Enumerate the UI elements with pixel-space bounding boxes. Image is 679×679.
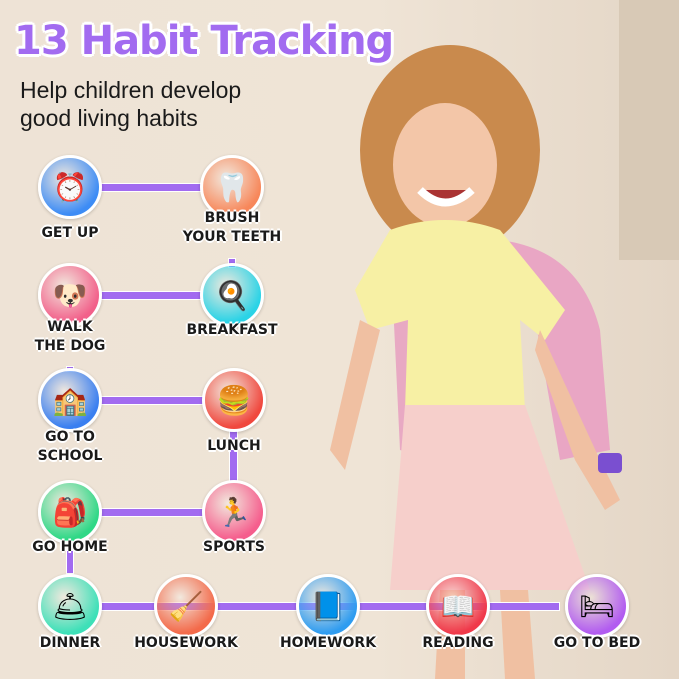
habit-sports-icon-circle: 🏃 (202, 480, 266, 544)
habit-label-line: WALK (47, 319, 93, 335)
subtitle-line: good living habits (20, 105, 198, 131)
habit-label-line: BREAKFAST (186, 322, 278, 338)
habit-get-up-icon-circle: ⏰ (38, 155, 102, 219)
girl-photo (330, 45, 622, 679)
habit-label-line: HOUSEWORK (134, 635, 238, 651)
notebook-icon: 📘 (310, 589, 346, 623)
page-title: 13 Habit Tracking (14, 18, 394, 64)
burger-icon: 🍔 (216, 383, 252, 417)
subtitle: Help children develop good living habits (20, 76, 241, 132)
habit-dinner-icon-circle: 🛎 (38, 574, 102, 638)
habit-label: HOMEWORK (280, 634, 376, 653)
habit-housework-icon-circle: 🧹 (154, 574, 218, 638)
habit-label-line: GET UP (41, 225, 99, 241)
habit-label-line: SPORTS (202, 539, 266, 555)
habit-label: BRUSH YOUR TEETH (183, 209, 282, 247)
habit-label: DINNER (40, 634, 101, 653)
habit-reading-icon-circle: 📖 (426, 574, 490, 638)
habit-label-line: READING (422, 635, 494, 651)
habit-label: GO HOME (32, 538, 107, 557)
habit-label-line: HOMEWORK (279, 635, 377, 651)
habit-label-line: YOUR TEETH (182, 229, 282, 245)
connector (100, 508, 204, 517)
habit-label: GET UP (41, 224, 98, 243)
connector (100, 291, 204, 300)
subtitle-line: Help children develop (20, 77, 242, 103)
habit-homework-icon-circle: 📘 (296, 574, 360, 638)
cloche-icon: 🛎 (52, 589, 88, 623)
school-icon: 🏫 (52, 383, 88, 417)
habit-label-line: THE DOG (34, 338, 106, 354)
habit-label-line: LUNCH (207, 438, 261, 454)
habit-label: SPORTS (203, 538, 265, 557)
habit-label-line: DINNER (39, 635, 101, 651)
habit-label: GO TO SCHOOL (38, 428, 103, 466)
broom-icon: 🧹 (168, 589, 204, 623)
book-icon: 📖 (440, 589, 476, 623)
habit-breakfast-icon-circle: 🍳 (200, 263, 264, 327)
tooth-icon: 🦷 (214, 170, 250, 204)
habit-label-line: GO HOME (32, 539, 108, 555)
habit-label: READING (422, 634, 493, 653)
habit-brush-icon-circle: 🦷 (200, 155, 264, 219)
habit-go-to-icon-circle: 🏫 (38, 368, 102, 432)
background-wall (619, 0, 679, 260)
habit-label: GO TO BED (554, 634, 640, 653)
habit-label: BREAKFAST (186, 321, 277, 340)
habit-label-line: GO TO (45, 429, 95, 445)
habit-go-to-bed-icon-circle: 🛏 (565, 574, 629, 638)
habit-lunch-icon-circle: 🍔 (202, 368, 266, 432)
habit-label-line: BRUSH (204, 210, 260, 226)
habit-walk-icon-circle: 🐶 (38, 263, 102, 327)
backpack-icon: 🎒 (52, 495, 88, 529)
connector (66, 544, 74, 574)
habit-label: WALK THE DOG (35, 318, 106, 356)
alarm-clock-icon: ⏰ (52, 170, 88, 204)
habit-label: HOUSEWORK (134, 634, 238, 653)
toast-icon: 🍳 (214, 278, 250, 312)
bed-icon: 🛏 (579, 589, 615, 623)
dog-icon: 🐶 (52, 278, 88, 312)
connector (100, 396, 204, 405)
habit-label-line: GO TO BED (553, 635, 641, 651)
habit-label-line: SCHOOL (37, 448, 103, 464)
habit-label: LUNCH (207, 437, 261, 456)
habit-go-home-icon-circle: 🎒 (38, 480, 102, 544)
connector (100, 183, 204, 192)
running-icon: 🏃 (216, 495, 252, 529)
